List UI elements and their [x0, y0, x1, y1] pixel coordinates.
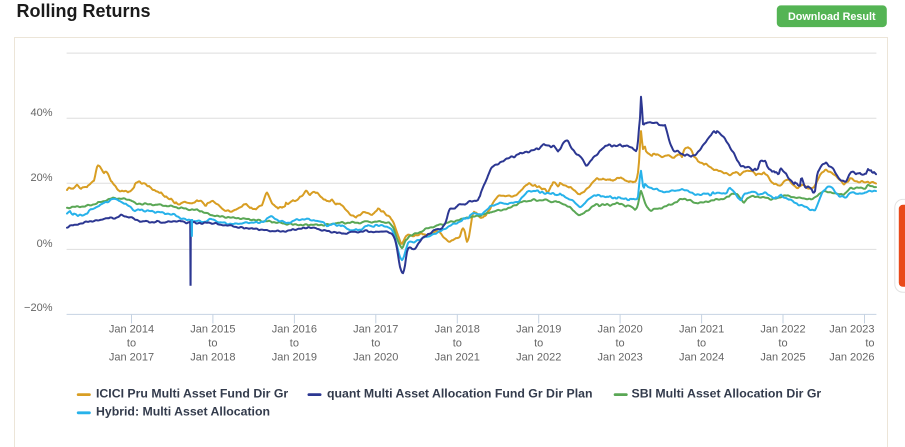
- svg-text:Jan 2022: Jan 2022: [760, 324, 805, 336]
- svg-text:Jan 2024: Jan 2024: [679, 352, 724, 364]
- svg-text:SBI Multi Asset Allocation Dir: SBI Multi Asset Allocation Dir Gr: [632, 386, 822, 400]
- svg-text:40%: 40%: [30, 107, 52, 119]
- svg-text:Jan 2020: Jan 2020: [353, 352, 398, 364]
- svg-text:quant Multi Asset Allocation F: quant Multi Asset Allocation Fund Gr Dir…: [327, 386, 593, 400]
- svg-text:0%: 0%: [37, 238, 53, 250]
- svg-text:Jan 2018: Jan 2018: [190, 352, 235, 364]
- svg-text:to: to: [697, 338, 706, 350]
- svg-text:to: to: [208, 338, 217, 350]
- svg-text:to: to: [127, 338, 136, 350]
- svg-text:Jan 2021: Jan 2021: [679, 324, 724, 336]
- svg-text:Jan 2017: Jan 2017: [109, 352, 154, 364]
- svg-text:Hybrid: Multi Asset Allocation: Hybrid: Multi Asset Allocation: [96, 405, 270, 419]
- svg-text:Jan 2018: Jan 2018: [435, 324, 480, 336]
- svg-text:Jan 2023: Jan 2023: [597, 352, 642, 364]
- svg-text:to: to: [865, 338, 874, 350]
- svg-text:to: to: [453, 338, 462, 350]
- svg-text:Jan 2020: Jan 2020: [597, 324, 642, 336]
- svg-text:to: to: [616, 338, 625, 350]
- svg-text:Jan 2021: Jan 2021: [435, 352, 480, 364]
- svg-text:ICICI Pru Multi Asset Fund Dir: ICICI Pru Multi Asset Fund Dir Gr: [96, 386, 288, 400]
- svg-text:Jan 2023: Jan 2023: [829, 324, 874, 336]
- svg-text:Jan 2017: Jan 2017: [353, 324, 398, 336]
- svg-text:Jan 2016: Jan 2016: [272, 324, 317, 336]
- svg-text:Jan 2025: Jan 2025: [760, 352, 805, 364]
- svg-text:Jan 2022: Jan 2022: [516, 352, 561, 364]
- svg-text:Rolling Returns: Rolling Returns: [17, 1, 151, 21]
- svg-text:20%: 20%: [30, 172, 52, 184]
- svg-text:to: to: [778, 338, 787, 350]
- svg-text:Jan 2026: Jan 2026: [829, 352, 874, 364]
- svg-text:to: to: [290, 338, 299, 350]
- svg-text:to: to: [371, 338, 380, 350]
- svg-text:Jan 2015: Jan 2015: [190, 324, 235, 336]
- svg-text:Download Result: Download Result: [788, 11, 876, 23]
- svg-text:−20%: −20%: [24, 302, 53, 314]
- svg-text:to: to: [534, 338, 543, 350]
- svg-text:Jan 2014: Jan 2014: [109, 324, 154, 336]
- svg-text:Jan 2019: Jan 2019: [272, 352, 317, 364]
- svg-text:Jan 2019: Jan 2019: [516, 324, 561, 336]
